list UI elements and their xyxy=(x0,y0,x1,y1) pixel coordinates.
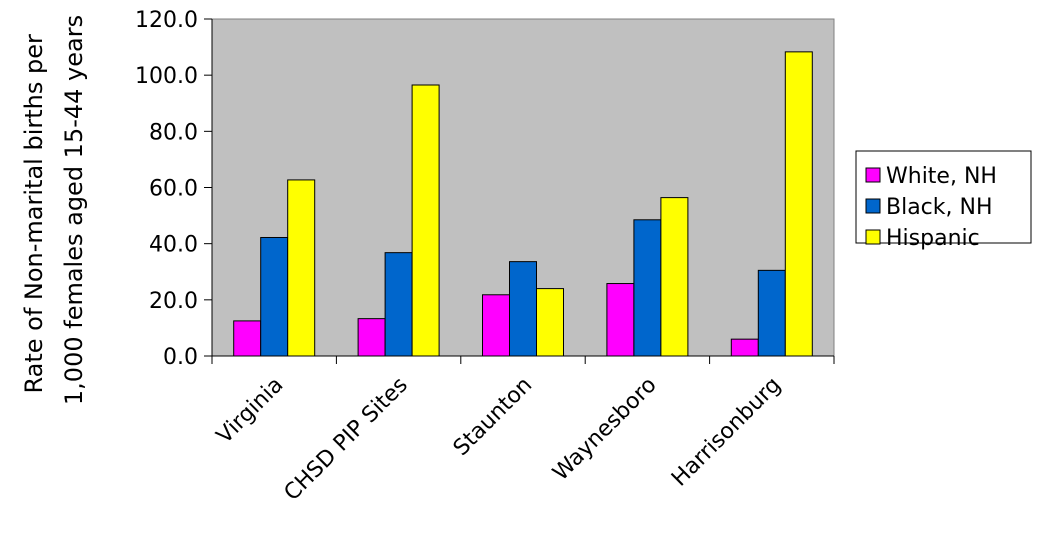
y-tick-label: 100.0 xyxy=(135,64,198,89)
bar-black-nh-chsd-pip-sites xyxy=(384,252,413,357)
x-category-label: Virginia xyxy=(212,373,288,449)
y-tick-label: 20.0 xyxy=(149,289,198,314)
y-tick-label: 80.0 xyxy=(149,120,198,145)
bar-hispanic-harrisonburg xyxy=(784,51,813,357)
legend-swatch xyxy=(865,167,881,183)
bar-white-nh-harrisonburg xyxy=(730,338,759,357)
x-category-label: Waynesboro xyxy=(548,373,661,486)
bar-black-nh-harrisonburg xyxy=(757,269,786,357)
legend-swatch xyxy=(865,198,881,214)
bar-white-nh-virginia xyxy=(233,320,262,357)
y-axis-title-line-2: 1,000 females aged 15-44 years xyxy=(60,15,88,405)
y-tick-label: 120.0 xyxy=(135,8,198,33)
bar-black-nh-virginia xyxy=(260,236,289,357)
x-category-label: CHSD PIP Sites xyxy=(280,373,413,506)
legend-label: Hispanic xyxy=(886,226,980,251)
y-axis-title-line-1: Rate of Non-marital births per xyxy=(20,34,48,393)
y-axis: 0.0 20.0 40.0 60.0 80.0 100.0 120.0 xyxy=(135,8,213,370)
bar-black-nh-staunton xyxy=(509,261,537,357)
bar-white-nh-waynesboro xyxy=(606,283,635,357)
legend-swatch xyxy=(865,229,881,245)
y-tick-label: 0.0 xyxy=(163,345,198,370)
legend-label: Black, NH xyxy=(886,195,993,220)
bar-hispanic-waynesboro xyxy=(660,197,689,357)
x-category-label: Harrisonburg xyxy=(667,373,786,492)
bar-hispanic-staunton xyxy=(536,288,564,357)
legend-box xyxy=(855,150,1032,244)
y-tick-label: 60.0 xyxy=(149,177,198,202)
legend-label: White, NH xyxy=(886,164,997,189)
y-tick-label: 40.0 xyxy=(149,233,198,258)
bar-hispanic-chsd-pip-sites xyxy=(411,84,440,357)
bars-group xyxy=(233,51,813,357)
bar-white-nh-chsd-pip-sites xyxy=(357,318,386,357)
bar-hispanic-virginia xyxy=(287,179,316,357)
bar-black-nh-waynesboro xyxy=(633,219,662,357)
bar-white-nh-staunton xyxy=(482,294,510,357)
y-axis-title: Rate of Non-marital births per 1,000 fem… xyxy=(20,15,88,405)
x-category-label: Staunton xyxy=(449,373,537,461)
legend: White, NH Black, NH Hispanic xyxy=(855,150,1032,251)
